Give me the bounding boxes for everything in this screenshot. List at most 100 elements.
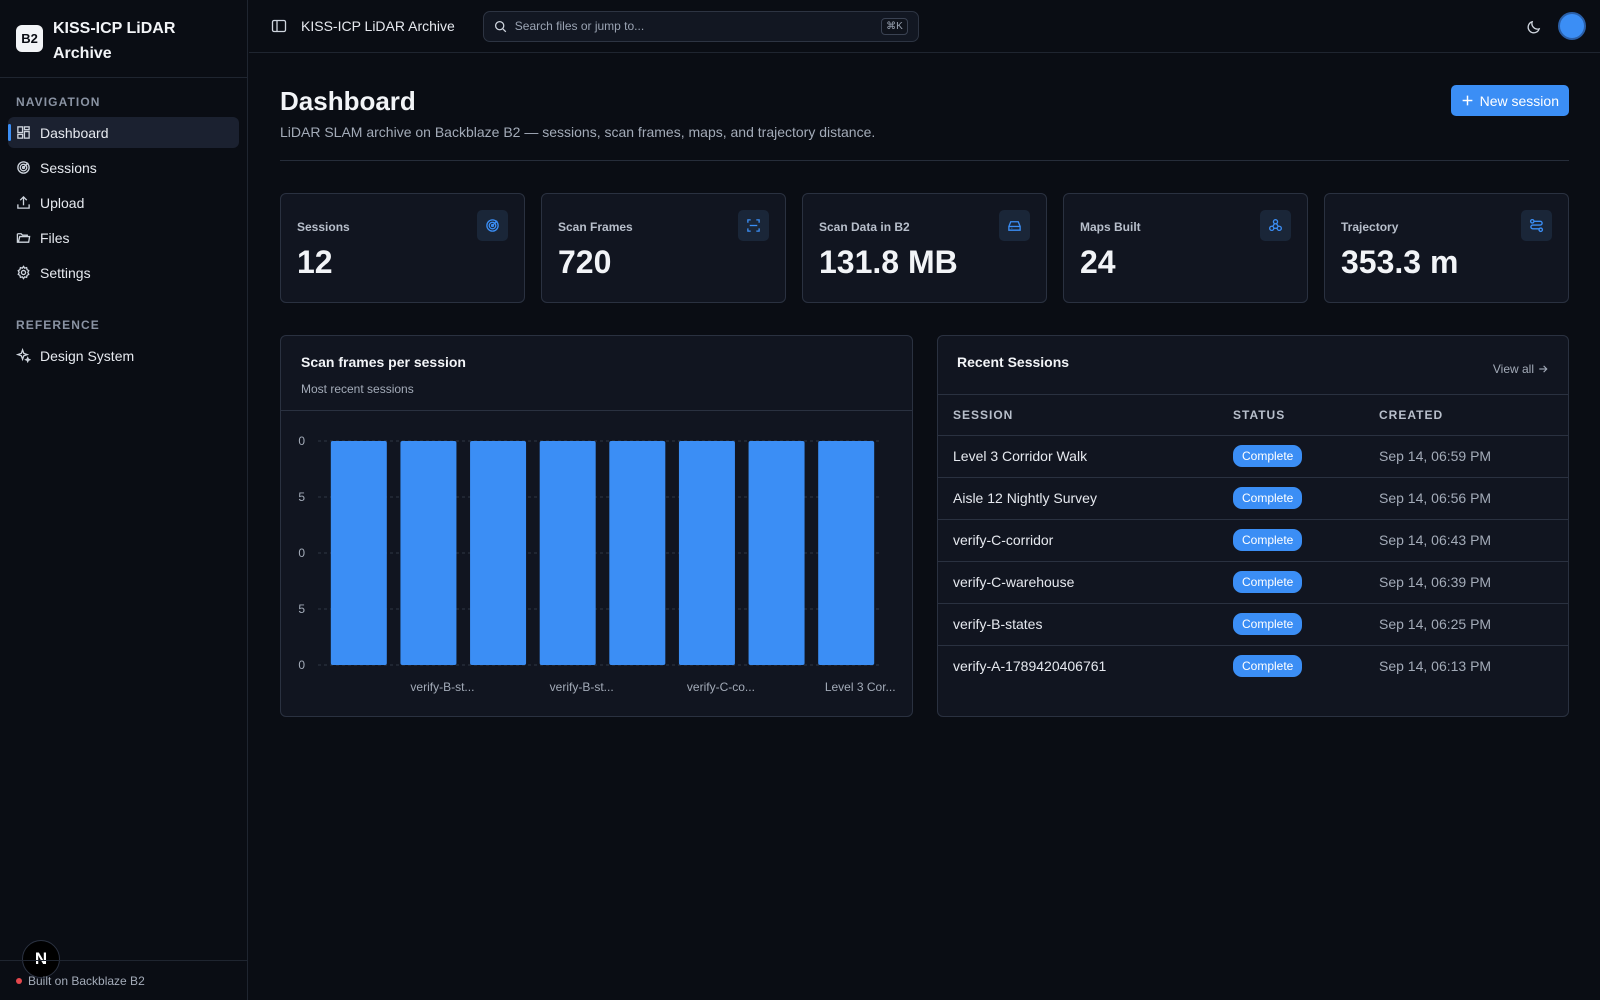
footer-text: Built on Backblaze B2 (28, 973, 145, 988)
search-icon (494, 20, 507, 33)
x-tick-label: verify-B-st... (550, 680, 614, 694)
table-row[interactable]: Aisle 12 Nightly Survey Complete Sep 14, 0… (938, 477, 1568, 520)
stat-label: Trajectory (1341, 220, 1399, 234)
sidebar-item-files[interactable]: Files (8, 222, 239, 253)
y-tick-label: 0 (298, 658, 305, 672)
status-cell: Complete (1218, 603, 1364, 646)
new-session-button[interactable]: New session (1450, 85, 1569, 116)
stat-value: 720 (558, 244, 612, 280)
created-date: Sep 14, 06:25 PM (1364, 603, 1568, 646)
table-header-row: SESSION STATUS CREATED (938, 395, 1568, 436)
chart-bar[interactable] (609, 441, 666, 665)
sidebar-item-sessions[interactable]: Sessions (8, 152, 239, 183)
table-row[interactable]: verify-B-states Complete Sep 14, 06:25 PM (938, 603, 1568, 646)
status-cell: Complete (1218, 645, 1364, 687)
created-date: Sep 14, 06:59 PM (1364, 435, 1568, 478)
stat-label: Scan Data in B2 (819, 220, 910, 234)
status-badge: Complete (1233, 613, 1303, 635)
chart-panel: Scan frames per session Most recent sess… (280, 335, 913, 717)
sidebar-toggle-icon[interactable] (271, 18, 287, 34)
x-tick-label: verify-B-st... (410, 680, 474, 694)
divider (280, 160, 1569, 161)
stat-value: 24 (1080, 244, 1116, 280)
x-tick-label: verify-C-co... (687, 680, 755, 694)
radar-icon (16, 160, 31, 175)
sidebar-item-design-system[interactable]: Design System (8, 340, 239, 371)
page-title: Dashboard (280, 86, 416, 116)
topbar-title: KISS-ICP LiDAR Archive (301, 18, 455, 34)
chart-subtitle: Most recent sessions (301, 382, 414, 396)
stat-card-sessions: Sessions 12 (280, 193, 525, 303)
table-row[interactable]: verify-A-1789420406761 Complete Sep 14, 06… (938, 645, 1568, 687)
sidebar-footer: Built on Backblaze B2 (0, 960, 248, 1000)
folder-icon (16, 230, 31, 245)
session-name[interactable]: Level 3 Corridor Walk (938, 435, 1218, 478)
moon-icon[interactable] (1527, 19, 1542, 34)
stat-value: 131.8 MB (819, 244, 958, 280)
nav-heading: NAVIGATION (16, 95, 101, 109)
stats-row: Sessions 12 Scan Frames 720 Scan Data in… (280, 193, 1569, 303)
y-tick-label: 5 (298, 602, 305, 616)
stat-value: 12 (297, 244, 333, 280)
sidebar-item-label: Sessions (40, 159, 97, 176)
y-tick-label: 0 (298, 434, 305, 448)
column-header-created: CREATED (1364, 395, 1568, 436)
chart-bar[interactable] (678, 441, 735, 665)
sidebar-item-label: Dashboard (40, 124, 109, 141)
table-row[interactable]: Level 3 Corridor Walk Complete Sep 14, 06:… (938, 435, 1568, 478)
search-input[interactable] (514, 19, 874, 33)
radar-icon (477, 210, 508, 241)
session-name[interactable]: verify-C-warehouse (938, 561, 1218, 604)
sidebar-item-label: Settings (40, 264, 91, 281)
arrow-right-icon (1538, 364, 1548, 374)
chart-bar[interactable] (330, 441, 387, 665)
gear-icon (16, 265, 31, 280)
new-session-label: New session (1479, 92, 1559, 109)
panels-row: Scan frames per session Most recent sess… (280, 335, 1569, 717)
upload-icon (16, 195, 31, 210)
nav-section: NAVIGATION Dashboard Sessions Upload Fil… (0, 95, 247, 371)
created-date: Sep 14, 06:43 PM (1364, 519, 1568, 562)
bar-chart: 0 5 0 5 0 verify-B-st... verify-B-st... verify-… (298, 434, 896, 694)
status-cell: Complete (1218, 477, 1364, 520)
view-all-link[interactable]: View all (1493, 362, 1548, 376)
status-dot (16, 977, 22, 984)
session-name[interactable]: Aisle 12 Nightly Survey (938, 477, 1218, 520)
x-tick-label: Level 3 Cor... (825, 680, 896, 694)
sidebar-item-dashboard[interactable]: Dashboard (8, 117, 239, 148)
chart-bar[interactable] (539, 441, 596, 665)
sidebar-item-settings[interactable]: Settings (8, 257, 239, 288)
created-date: Sep 14, 06:39 PM (1364, 561, 1568, 604)
stat-card-scan-frames: Scan Frames 720 (541, 193, 786, 303)
chart-bar[interactable] (818, 441, 875, 665)
status-cell: Complete (1218, 561, 1364, 604)
session-name[interactable]: verify-B-states (938, 603, 1218, 646)
chart-bar[interactable] (400, 441, 457, 665)
avatar[interactable] (1558, 12, 1586, 40)
status-badge: Complete (1233, 529, 1303, 551)
sidebar: B2 KISS-ICP LiDAR Archive NAVIGATION Das… (0, 0, 248, 1000)
y-tick-label: 0 (298, 546, 305, 560)
column-header-status: STATUS (1218, 395, 1364, 436)
table-row[interactable]: verify-C-warehouse Complete Sep 14, 06:39 … (938, 561, 1568, 604)
chart-bar[interactable] (748, 441, 805, 665)
recent-sessions-header: Recent Sessions View all (938, 336, 1568, 395)
n-bubble-button[interactable]: N (22, 940, 60, 978)
y-tick-label: 5 (298, 490, 305, 504)
sidebar-item-label: Design System (40, 347, 135, 364)
status-badge: Complete (1233, 655, 1303, 678)
table-row[interactable]: verify-C-corridor Complete Sep 14, 06:43 P… (938, 519, 1568, 562)
search-bar[interactable]: ⌘K (482, 10, 919, 42)
session-name[interactable]: verify-A-1789420406761 (953, 658, 1107, 675)
chart-bar[interactable] (470, 441, 527, 665)
sidebar-item-upload[interactable]: Upload (8, 187, 239, 218)
brand-logo: B2 (16, 25, 43, 52)
session-name[interactable]: verify-C-corridor (938, 519, 1218, 562)
brand[interactable]: B2 KISS-ICP LiDAR Archive (0, 0, 247, 78)
chart-panel-header: Scan frames per session Most recent sess… (281, 336, 912, 411)
status-badge: Complete (1233, 487, 1303, 509)
nodes-icon (1260, 210, 1291, 241)
reference-heading: REFERENCE (16, 318, 100, 332)
recent-sessions-title: Recent Sessions (957, 354, 1070, 370)
sidebar-item-label: Upload (40, 194, 85, 211)
